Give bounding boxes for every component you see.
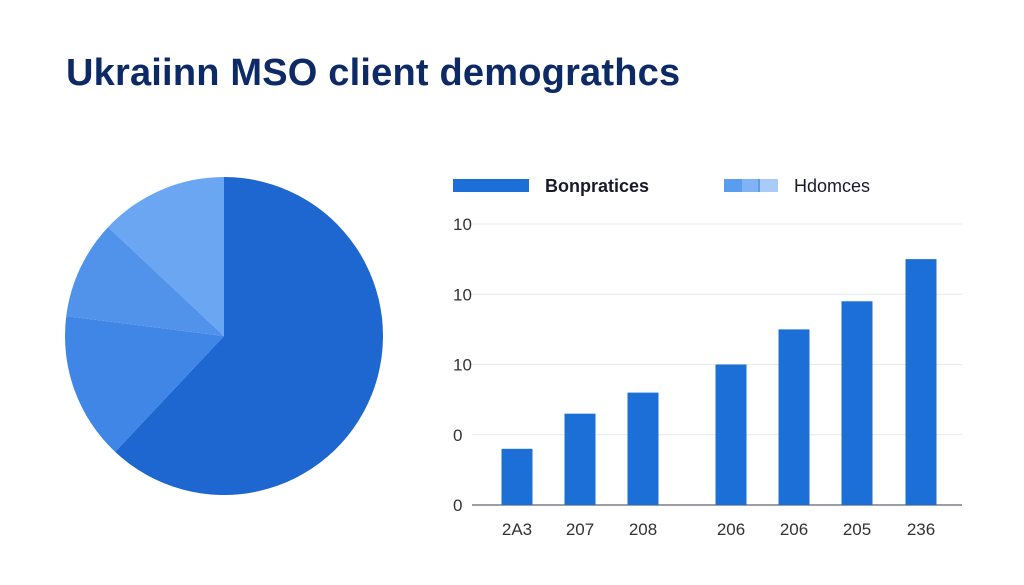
y-tick-label: 10 <box>453 285 472 304</box>
bar-8 <box>905 259 937 505</box>
bar-7 <box>841 301 873 505</box>
y-tick-label: 10 <box>453 356 472 375</box>
bar-6 <box>778 329 810 505</box>
y-tick-label: 0 <box>453 496 462 515</box>
pie-slice-2 <box>65 316 224 452</box>
y-tick-label: 0 <box>453 426 462 445</box>
legend-swatch-bonpratices <box>453 179 529 192</box>
x-tick-label: 206 <box>780 520 808 539</box>
bar-2 <box>564 413 596 505</box>
x-tick-label: 236 <box>907 520 935 539</box>
legend-swatch-hdomces-band <box>742 179 758 192</box>
pie-slice-3 <box>66 227 225 336</box>
pie-chart <box>65 177 384 495</box>
bar-5 <box>715 364 747 505</box>
bar-1 <box>501 448 533 505</box>
x-tick-label: 208 <box>629 520 657 539</box>
bar-chart: Bonpratices Hdomces 0 0 10 10 10 2A3 207 208 206 20… <box>453 176 962 539</box>
x-tick-label: 206 <box>717 520 745 539</box>
chart-title: Ukraiinn MSO client demograthcs <box>66 52 681 94</box>
legend-label-1: Bonpratices <box>545 176 649 196</box>
x-tick-label: 205 <box>843 520 871 539</box>
legend-label-2: Hdomces <box>794 176 870 196</box>
pie-slice-4 <box>108 177 224 336</box>
y-tick-label: 10 <box>453 215 472 234</box>
x-tick-label: 207 <box>566 520 594 539</box>
legend-swatch-hdomces-fade <box>760 179 778 192</box>
bar-3 <box>627 392 659 505</box>
x-tick-label: 2A3 <box>502 520 532 539</box>
pie-slice-1 <box>115 177 384 495</box>
